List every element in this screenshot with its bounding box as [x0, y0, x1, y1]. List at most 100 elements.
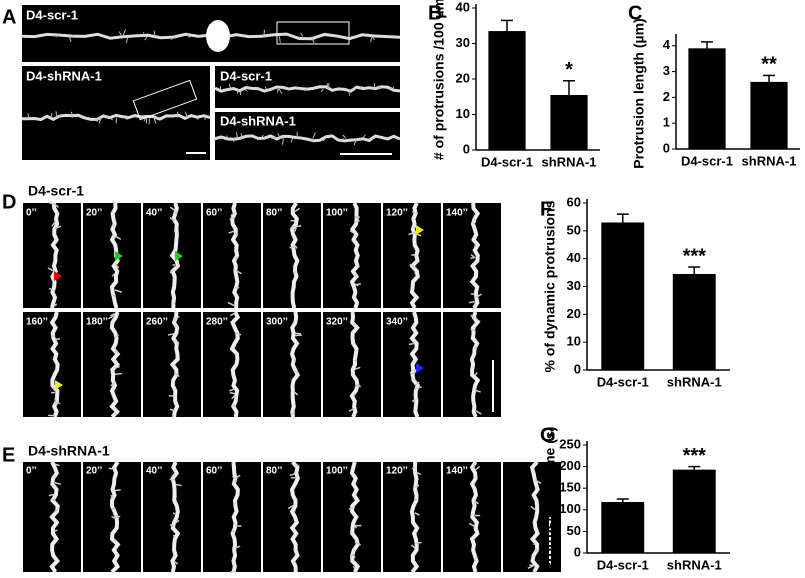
- y-tick-label: 0: [574, 544, 581, 559]
- spine: [157, 35, 159, 37]
- y-tick-label: 50: [567, 523, 581, 538]
- spine: [112, 224, 116, 228]
- spine: [414, 381, 420, 386]
- time-stamp: 120’’: [386, 466, 408, 477]
- spine: [53, 538, 56, 541]
- y-tick-label: 1: [663, 115, 670, 130]
- spine: [473, 484, 476, 487]
- spine: [414, 545, 417, 548]
- spine: [257, 86, 261, 90]
- spine: [261, 134, 264, 139]
- time-stamp: 180’’: [86, 317, 108, 328]
- spine: [304, 88, 307, 92]
- spine: [55, 111, 58, 118]
- spine: [294, 227, 297, 232]
- dendrite: [230, 202, 240, 309]
- bar: [672, 273, 716, 370]
- spine: [289, 225, 296, 231]
- spine: [229, 312, 236, 317]
- spine: [234, 332, 242, 336]
- spine: [414, 386, 422, 391]
- micrograph: [323, 312, 381, 417]
- spine: [534, 479, 542, 484]
- spine: [348, 506, 356, 510]
- spine: [474, 372, 478, 377]
- spine: [227, 301, 236, 307]
- spine: [122, 29, 127, 37]
- bar: [672, 469, 716, 553]
- spine: [468, 522, 476, 528]
- spine: [470, 314, 476, 319]
- spine: [234, 545, 241, 549]
- spine: [409, 371, 416, 375]
- y-tick-label: 150: [559, 480, 581, 495]
- spine: [169, 268, 176, 274]
- spine: [142, 32, 145, 37]
- bar: [750, 81, 788, 149]
- micrograph: [203, 312, 261, 417]
- dendrite: [349, 311, 360, 418]
- image-label: D4-shRNA-1: [26, 68, 102, 83]
- spine: [234, 352, 237, 355]
- spine: [54, 225, 62, 229]
- dendrite: [349, 461, 361, 573]
- spine: [354, 219, 360, 223]
- spine: [414, 368, 417, 373]
- spine: [54, 303, 58, 307]
- bar: [601, 222, 645, 370]
- spine: [48, 287, 56, 292]
- dendrite: [289, 201, 300, 309]
- spine: [114, 515, 121, 519]
- spine: [289, 473, 296, 477]
- spine: [106, 115, 109, 118]
- x-tick-label: shRNA-1: [667, 557, 722, 572]
- dendrite: [469, 202, 481, 310]
- spine: [71, 111, 73, 118]
- time-stamp: 80’’: [266, 208, 283, 219]
- y-tick-label: 10: [456, 106, 470, 121]
- dendrite: [214, 85, 401, 93]
- spine: [174, 372, 180, 378]
- spine: [111, 515, 116, 519]
- micrograph: [323, 203, 381, 308]
- dendrite: [289, 460, 300, 573]
- spine: [371, 36, 375, 41]
- micrograph: [503, 462, 561, 572]
- spine: [293, 270, 296, 274]
- dendrite: [169, 311, 180, 418]
- spine: [320, 88, 324, 93]
- spine: [169, 408, 176, 412]
- spine: [354, 87, 358, 90]
- y-axis-label: Protrusion length (µm): [631, 18, 647, 168]
- spine: [353, 138, 358, 146]
- y-tick-label: 50: [567, 222, 581, 237]
- dendrite: [409, 311, 421, 418]
- spine: [170, 36, 173, 40]
- spine: [112, 236, 116, 240]
- spine: [276, 88, 280, 93]
- spine: [173, 316, 176, 322]
- y-tick-label: 0: [463, 141, 470, 156]
- spine: [362, 134, 366, 139]
- spine: [109, 117, 114, 121]
- spine: [229, 388, 236, 392]
- time-stamp: 0’’: [26, 208, 37, 219]
- spine: [114, 263, 120, 269]
- spine: [173, 36, 176, 39]
- spine: [533, 542, 536, 546]
- spine: [408, 231, 416, 236]
- spine: [108, 467, 116, 471]
- arrowhead: [115, 251, 123, 261]
- spine: [312, 132, 316, 139]
- time-stamp: 0’’: [26, 466, 37, 477]
- spine: [414, 470, 422, 476]
- spine: [229, 391, 236, 395]
- spine: [27, 113, 30, 118]
- significance: ***: [683, 245, 707, 267]
- spine: [377, 85, 380, 90]
- spine: [474, 389, 481, 393]
- spine: [54, 509, 59, 512]
- y-axis-label: # of protrusions /100 µm: [431, 0, 447, 160]
- x-tick-label: D4-scr-1: [481, 154, 533, 169]
